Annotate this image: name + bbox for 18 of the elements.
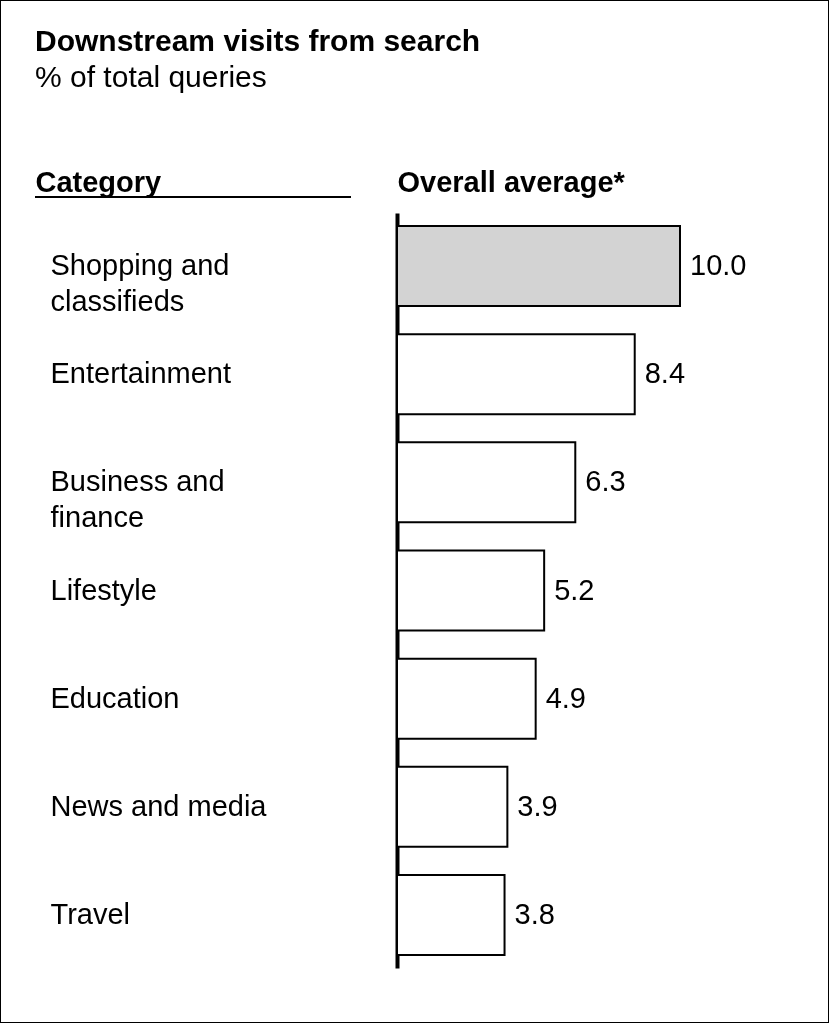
y-tick-label: Lifestyle — [50, 573, 157, 606]
y-tick-label: News and media — [50, 789, 268, 822]
data-label: 3.8 — [514, 898, 555, 930]
y-tick-label: Education — [50, 681, 180, 714]
data-label: 5.2 — [554, 573, 595, 606]
y-tick-label: Business and finance — [50, 465, 225, 534]
data-label: 3.9 — [517, 789, 558, 822]
y-tick-label: Shopping and classifieds — [50, 249, 230, 317]
data-label: 6.3 — [585, 465, 626, 498]
x-axis-title: Overall average* — [397, 165, 626, 198]
y-tick-label: Entertainment — [50, 357, 232, 390]
y-axis-title: Category — [35, 165, 162, 198]
data-label: 4.9 — [545, 681, 586, 714]
chart-title: Downstream visits from search — [35, 24, 481, 57]
text: % of total queries — [35, 60, 267, 93]
data-label: 8.4 — [644, 357, 686, 390]
data-label: 10.0 — [690, 249, 747, 281]
y-tick-label: Travel — [50, 898, 130, 930]
